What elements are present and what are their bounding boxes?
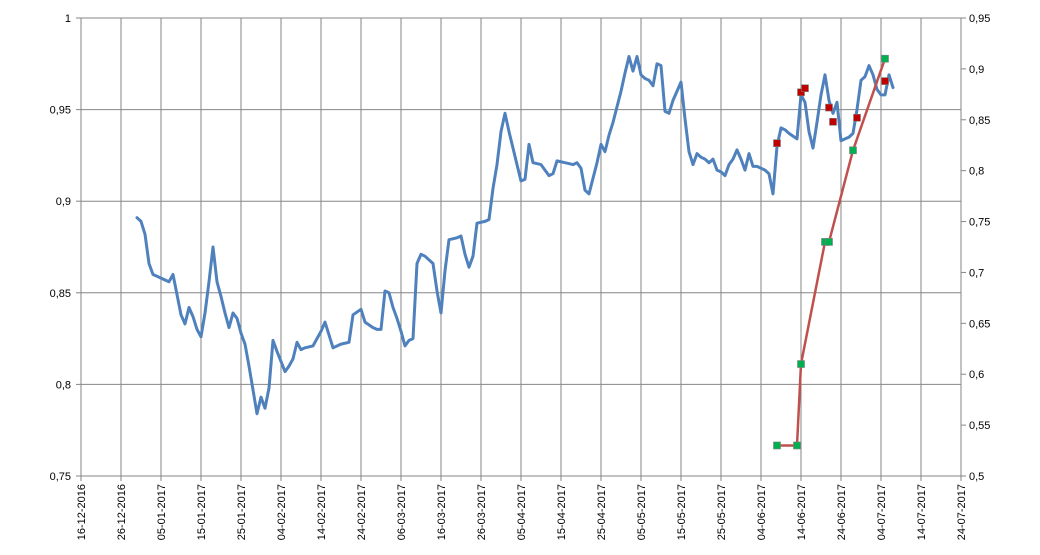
- x-tick-label: 15-05-2017: [676, 484, 688, 540]
- series-3-marker: [801, 84, 809, 93]
- y-right-tick-label: 0,5: [969, 471, 984, 483]
- x-tick-label: 25-04-2017: [596, 484, 608, 540]
- series-3-marker: [853, 113, 861, 122]
- x-tick-label: 14-02-2017: [316, 484, 328, 540]
- series-2-marker: [797, 360, 805, 368]
- series-3-marker: [825, 103, 833, 112]
- y-left-tick-label: 0,8: [56, 379, 71, 391]
- y-right-tick-label: 0,85: [969, 115, 990, 127]
- x-tick-label: 26-03-2017: [476, 484, 488, 540]
- series-2-marker: [793, 441, 801, 450]
- y-axis-left-tick-labels: 0,75 0,8 0,85 0,9 0,95 1: [50, 13, 71, 483]
- series-3-marker: [797, 88, 805, 97]
- series-2-marker: [881, 54, 889, 63]
- series-markers: [773, 54, 889, 450]
- x-tick-label: 05-01-2017: [156, 484, 168, 540]
- series-3-marker: [829, 118, 837, 126]
- x-tick-label: 16-12-2016: [76, 484, 88, 540]
- y-right-tick-label: 0,75: [969, 217, 990, 229]
- y-right-tick-label: 0,95: [969, 13, 990, 25]
- x-tick-label: 24-07-2017: [956, 484, 968, 540]
- x-tick-label: 05-05-2017: [636, 484, 648, 540]
- y-right-tick-label: 0,9: [969, 64, 984, 76]
- y-right-tick-label: 0,65: [969, 318, 990, 330]
- x-tick-label: 04-07-2017: [876, 484, 888, 540]
- x-tick-label: 25-01-2017: [236, 484, 248, 540]
- y-right-tick-label: 0,55: [969, 420, 990, 432]
- y-left-tick-label: 0,85: [50, 288, 71, 300]
- x-tick-label: 24-02-2017: [356, 484, 368, 540]
- y-right-tick-label: 0,6: [969, 369, 984, 381]
- x-tick-label: 24-06-2017: [836, 484, 848, 540]
- y-axis-right-tick-labels: 0,5 0,55 0,6 0,65 0,7 0,75 0,8 0,85 0,9 0,95: [969, 13, 990, 483]
- series-2-marker: [825, 238, 833, 246]
- y-left-tick-label: 0,95: [50, 105, 71, 117]
- series-3-marker: [773, 139, 781, 147]
- y-left-tick-label: 0,9: [56, 196, 71, 208]
- x-tick-label: 06-03-2017: [396, 484, 408, 540]
- x-axis-tick-labels: 16-12-2016 26-12-2016 05-01-2017 15-01-2017…: [76, 484, 968, 540]
- x-tick-label: 15-04-2017: [556, 484, 568, 540]
- y-left-tick-label: 1: [65, 13, 71, 25]
- y-left-tick-label: 0,75: [50, 471, 71, 483]
- x-tick-label: 05-04-2017: [516, 484, 528, 540]
- x-tick-label: 26-12-2016: [116, 484, 128, 540]
- series-lines: [135, 55, 895, 447]
- x-tick-label: 16-03-2017: [436, 484, 448, 540]
- x-tick-label: 15-01-2017: [196, 484, 208, 540]
- series-2-marker: [773, 441, 781, 450]
- series-2-line: [775, 57, 887, 447]
- x-tick-label: 25-05-2017: [716, 484, 728, 540]
- x-tick-label: 04-02-2017: [276, 484, 288, 540]
- axes: [76, 17, 966, 481]
- x-tick-label: 14-07-2017: [916, 484, 928, 540]
- x-tick-label: 14-06-2017: [796, 484, 808, 540]
- series-2-marker: [849, 146, 857, 155]
- y-right-tick-label: 0,8: [969, 166, 984, 178]
- series-1-line: [135, 55, 895, 416]
- series-3-marker: [881, 77, 889, 85]
- y-right-tick-label: 0,7: [969, 267, 984, 279]
- x-tick-label: 04-06-2017: [756, 484, 768, 540]
